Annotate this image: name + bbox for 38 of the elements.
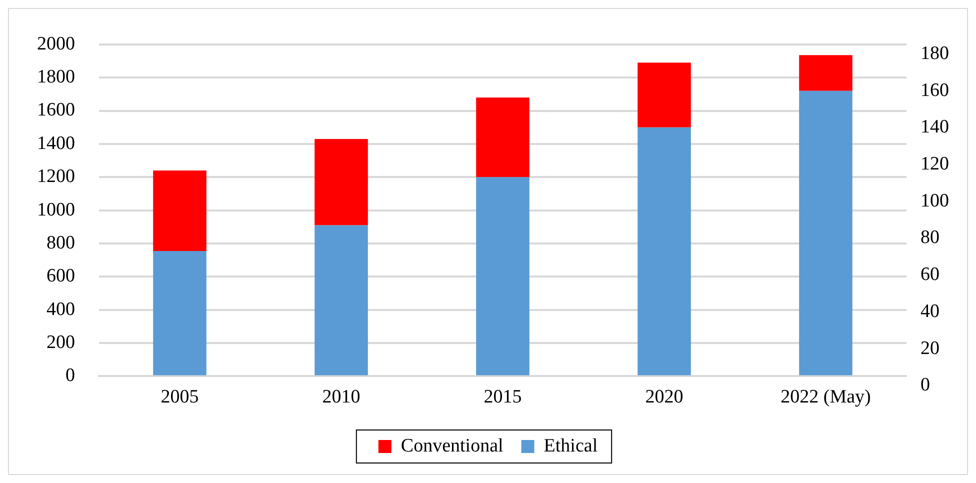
bar <box>153 170 206 251</box>
y2-tick-label: 100 <box>920 190 949 212</box>
bar <box>638 62 691 128</box>
y-tick-label: 1800 <box>37 66 75 88</box>
bar <box>799 90 852 376</box>
bar <box>476 177 530 376</box>
legend-label: Conventional <box>400 435 504 456</box>
bar <box>799 55 852 91</box>
y2-tick-label: 0 <box>920 374 930 396</box>
y-tick-label: 600 <box>46 266 75 287</box>
y2-tick-label: 180 <box>920 42 949 64</box>
bar <box>153 250 206 376</box>
y-tick-label: 200 <box>46 332 75 354</box>
y2-tick-label: 140 <box>920 116 949 138</box>
y2-tick-label: 60 <box>920 264 940 286</box>
x-tick-label: 2022 (May) <box>780 386 871 408</box>
y2-tick-label: 80 <box>920 227 940 248</box>
x-tick-label: 2010 <box>322 386 360 408</box>
x-tick-label: 2005 <box>160 386 199 408</box>
x-tick-label: 2015 <box>484 386 522 408</box>
legend-label: Ethical <box>544 435 598 456</box>
y-tick-label: 0 <box>66 365 75 386</box>
y-tick-label: 1000 <box>37 199 75 220</box>
bar <box>476 97 530 178</box>
y-tick-label: 1600 <box>37 100 75 121</box>
x-tick-label: 2020 <box>645 386 684 408</box>
bar <box>638 127 691 376</box>
y-tick-label: 1400 <box>37 132 75 154</box>
y-tick-label: 1200 <box>37 166 75 188</box>
y-tick-label: 800 <box>46 232 75 254</box>
y2-tick-label: 160 <box>920 80 949 101</box>
bar <box>314 225 368 376</box>
y-tick-label: 400 <box>46 298 75 320</box>
y-tick-label: 2000 <box>37 33 75 54</box>
y2-tick-label: 40 <box>920 300 940 322</box>
y2-tick-label: 20 <box>920 338 940 359</box>
bar <box>314 138 368 226</box>
y2-tick-label: 120 <box>920 153 949 174</box>
